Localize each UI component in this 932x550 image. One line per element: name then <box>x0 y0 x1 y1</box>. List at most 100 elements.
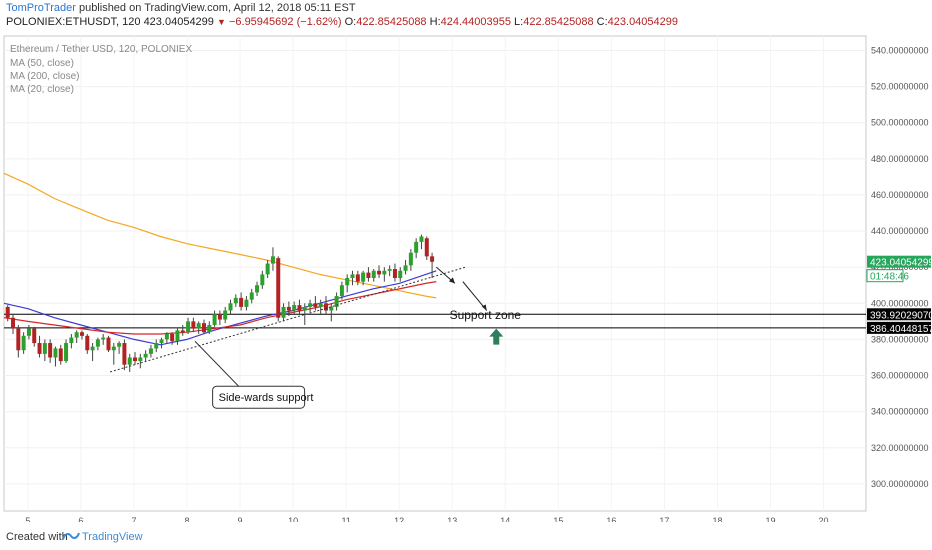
y-tick-label: 320.00000000 <box>871 443 929 453</box>
candle-body <box>207 324 212 333</box>
legend-ma20: MA (20, close) <box>10 84 74 95</box>
author-link[interactable]: TomProTrader <box>6 2 76 14</box>
high-label: H: <box>429 16 441 28</box>
candle-body <box>334 296 339 307</box>
candles <box>5 234 435 372</box>
candle-body <box>350 274 355 279</box>
candle-body <box>387 268 392 271</box>
moving-averages <box>3 172 437 346</box>
candle-body <box>90 346 95 351</box>
candle-body <box>175 330 180 342</box>
y-tick-label: 460.00000000 <box>871 190 929 200</box>
x-tick-label: 9 <box>238 516 243 522</box>
up-arrow-icon <box>489 328 504 345</box>
candle-body <box>265 263 270 275</box>
candle-body <box>85 335 90 351</box>
candle-body <box>122 343 127 365</box>
candle-body <box>270 256 275 264</box>
drawings: Side-wards support Support zone <box>109 266 522 409</box>
candle-body <box>148 348 153 354</box>
plot-area[interactable] <box>3 35 867 512</box>
candle-body <box>79 332 84 336</box>
candle-body <box>382 270 387 275</box>
candle-body <box>111 346 116 351</box>
x-tick-label: 8 <box>185 516 190 522</box>
candle-body <box>260 274 265 286</box>
candle-body <box>313 303 318 307</box>
candle-body <box>377 270 382 275</box>
open-value: 422.85425088 <box>356 16 427 28</box>
candle-body <box>212 314 217 325</box>
candle-body <box>217 314 222 320</box>
support-zone-label: Support zone <box>450 308 522 322</box>
y-tick-label: 500.00000000 <box>871 118 929 128</box>
publish-line: TomProTrader published on TradingView.co… <box>6 2 356 14</box>
close-value: 423.04054299 <box>607 16 679 28</box>
candle-body <box>74 332 79 338</box>
trendline[interactable] <box>109 266 466 373</box>
created-with-text: Created with <box>6 531 68 543</box>
candle-body <box>64 343 69 362</box>
sidewards-label: Side-wards support <box>219 392 314 404</box>
candle-body <box>249 292 254 300</box>
chart-legend: Ethereum / Tether USD, 120, POLONIEX MA … <box>10 44 192 95</box>
ma20-line <box>3 281 437 335</box>
y-tick-label: 440.00000000 <box>871 226 929 236</box>
symbol-text: POLONIEX:ETHUSDT, 120 <box>6 16 141 28</box>
candle-body <box>37 343 42 354</box>
sidewards-callout-box[interactable] <box>212 385 306 409</box>
candle-body <box>95 339 100 347</box>
candle-body <box>345 278 350 286</box>
candle-body <box>244 299 249 307</box>
candle-body <box>323 303 328 311</box>
candle-body <box>58 348 63 362</box>
x-tick-label: 14 <box>500 516 510 522</box>
support-bottom-tag-text: 386.40448157 <box>870 324 932 335</box>
candle-body <box>361 272 366 282</box>
support-zone <box>4 313 866 329</box>
candle-body <box>42 343 47 354</box>
candle-body <box>143 353 148 358</box>
tradingview-brand-link[interactable]: TradingView <box>82 531 143 543</box>
low-value: 422.85425088 <box>523 16 594 28</box>
down-arrow-1-head <box>448 277 455 284</box>
y-tick-label: 520.00000000 <box>871 82 929 92</box>
grid-lines <box>4 36 866 511</box>
candle-body <box>355 274 360 282</box>
x-tick-label: 12 <box>394 516 404 522</box>
candle-body <box>292 305 297 311</box>
candle-body <box>101 337 106 340</box>
down-arrow-2-head <box>481 304 487 311</box>
candle-body <box>408 252 413 266</box>
candle-body <box>16 328 21 351</box>
ma200-line <box>3 172 437 299</box>
low-label: L: <box>514 16 524 28</box>
price-chart[interactable]: Side-wards support Support zone 300.0000… <box>0 32 932 522</box>
candle-body <box>5 306 10 318</box>
candle-body <box>281 306 286 318</box>
timer-tag <box>866 269 904 283</box>
y-tick-label: 340.00000000 <box>871 407 929 417</box>
candle-body <box>11 317 16 329</box>
down-arrow-2 <box>462 281 488 311</box>
last-price-tag-text: 423.04054299 <box>870 258 932 269</box>
y-tick-label: 300.00000000 <box>871 479 929 489</box>
y-tick-label: 380.00000000 <box>871 334 929 344</box>
x-tick-label: 19 <box>766 516 776 522</box>
legend-ma50: MA (50, close) <box>10 58 74 69</box>
down-triangle-icon: ▼ <box>216 17 226 27</box>
candle-body <box>424 238 429 257</box>
candle-body <box>398 270 403 279</box>
high-value: 424.44003955 <box>440 16 511 28</box>
candle-body <box>255 285 260 293</box>
candle-body <box>127 357 132 365</box>
x-tick-label: 17 <box>659 516 669 522</box>
candle-body <box>419 236 424 242</box>
legend-ma200: MA (200, close) <box>10 71 79 82</box>
last-price: 423.04054299 <box>143 16 214 28</box>
support-top-tag-text: 393.92029070 <box>870 310 932 321</box>
candle-body <box>154 343 159 349</box>
candle-body <box>233 297 238 304</box>
y-tick-label: 540.00000000 <box>871 45 929 55</box>
last-price-tag <box>867 255 931 268</box>
